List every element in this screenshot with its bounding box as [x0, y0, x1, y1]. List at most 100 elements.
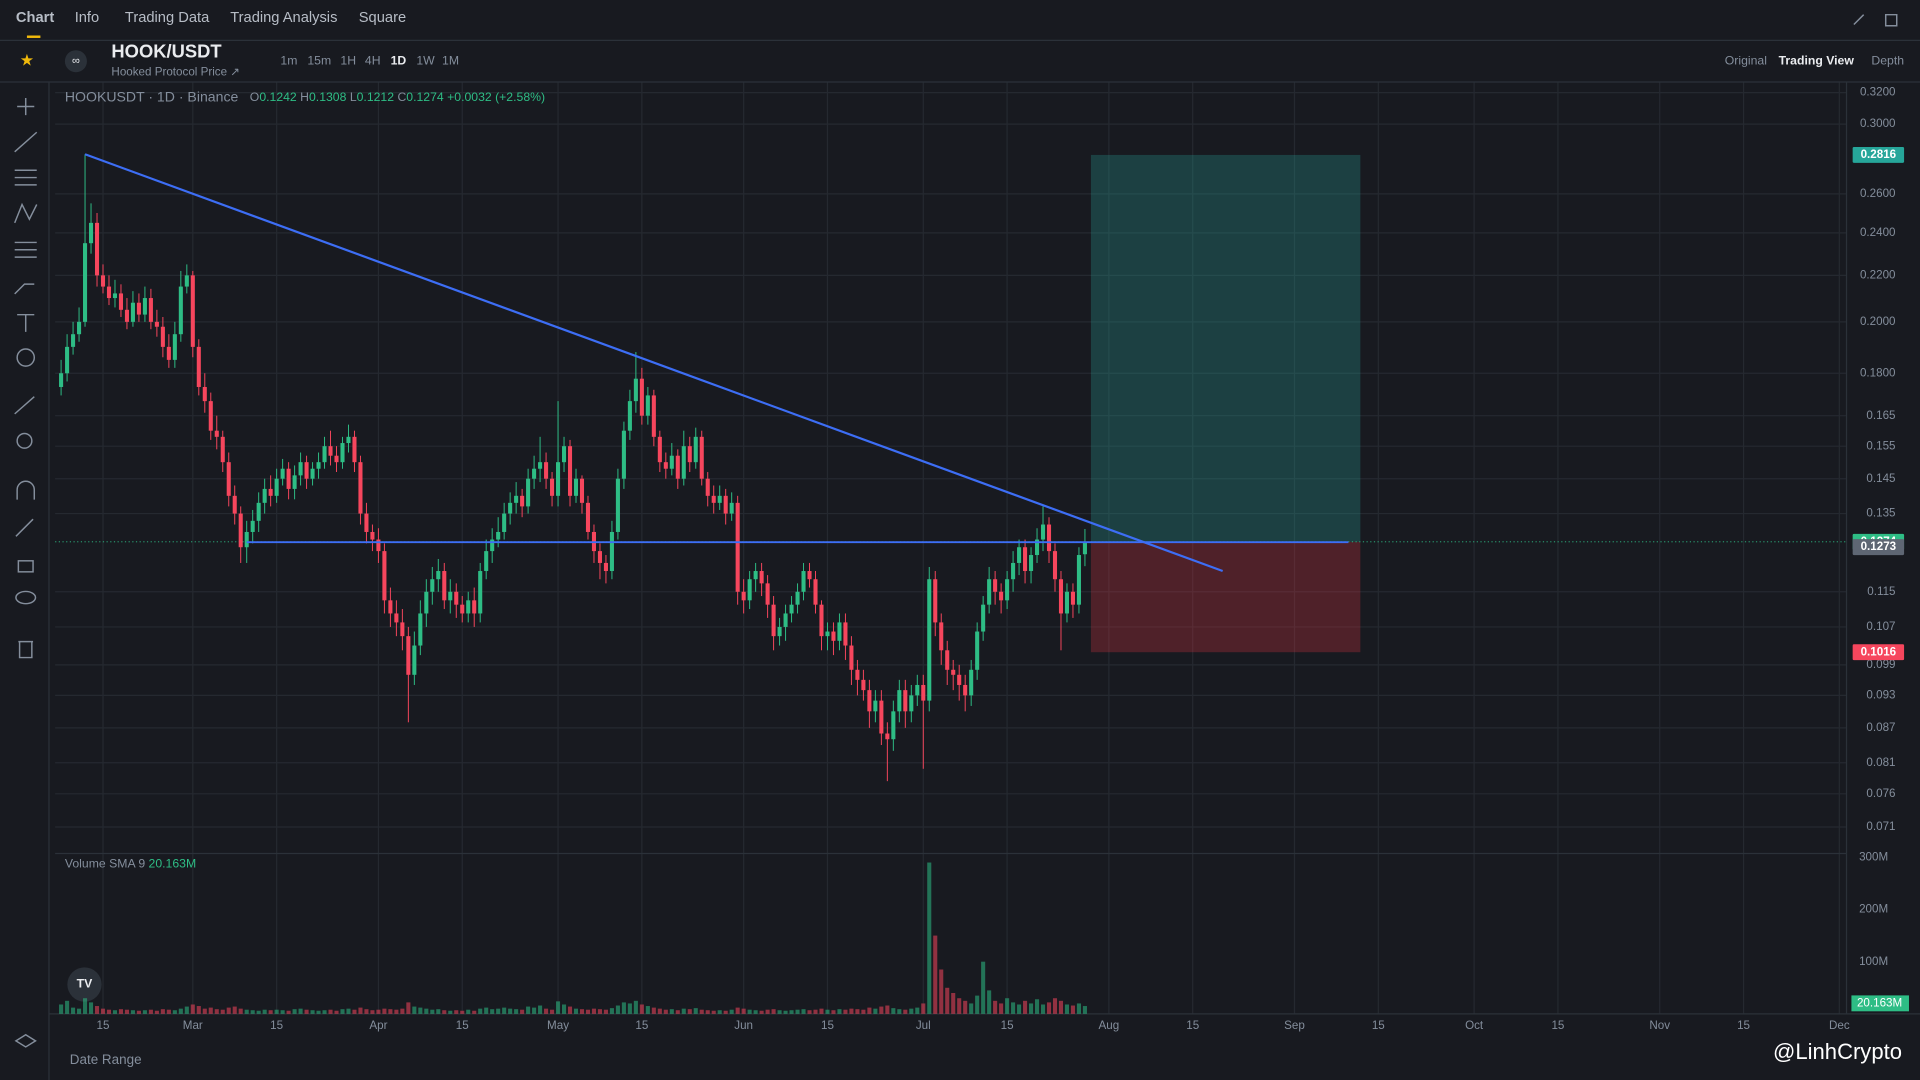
volume-bar [693, 1008, 698, 1014]
interval-button[interactable]: 1M [442, 53, 459, 67]
y-tick-label: 0.155 [1866, 439, 1895, 452]
stay-drawing-tool[interactable] [15, 518, 34, 537]
candle-body [304, 462, 309, 479]
y-tick-label: 0.135 [1866, 507, 1895, 520]
volume-bar [466, 1009, 471, 1014]
volume-bar [1005, 998, 1010, 1014]
volume-bar [59, 1004, 64, 1014]
volume-bar [364, 1009, 369, 1014]
nav-tab[interactable]: Square [359, 10, 406, 26]
volume-bar [160, 1009, 165, 1014]
volume-bar [226, 1007, 231, 1014]
volume-bar [1017, 1004, 1022, 1014]
volume-bar [430, 1009, 435, 1014]
volume-bar [172, 1010, 177, 1014]
window-controls[interactable] [1853, 13, 1898, 27]
x-tick-label: 15 [635, 1019, 648, 1032]
crosshair-tool[interactable] [17, 97, 35, 116]
view-button[interactable]: Original [1725, 53, 1767, 67]
candle-body [358, 462, 363, 514]
pattern-tool[interactable] [14, 202, 38, 224]
volume-bar [484, 1007, 489, 1014]
date-range[interactable]: Date Range [70, 1052, 142, 1067]
view-button[interactable]: Trading View [1779, 53, 1855, 67]
volume-bar [597, 1009, 602, 1014]
pair-subtitle[interactable]: Hooked Protocol Price ↗ [111, 65, 240, 78]
candle-body [873, 700, 878, 712]
volume-bar [777, 1010, 782, 1014]
candle-body [382, 551, 387, 601]
volume-bar [148, 1009, 153, 1014]
fib-tool[interactable] [14, 169, 37, 186]
zoom-tool[interactable] [16, 432, 33, 449]
magnet-tool[interactable] [16, 480, 36, 500]
volume-tick-label: 100M [1859, 955, 1888, 968]
nav-tab[interactable]: Chart [16, 10, 54, 26]
volume-bar [795, 1009, 800, 1014]
candle-body [891, 711, 896, 740]
x-tick-label: 15 [1551, 1019, 1564, 1032]
volume-bar [621, 1002, 626, 1014]
candle-body [627, 401, 632, 431]
candle-body [196, 346, 201, 387]
candle-body [400, 622, 405, 637]
volume-bar [825, 1009, 830, 1014]
candle-body [999, 591, 1004, 601]
lock-tool[interactable] [17, 560, 34, 573]
candle-body [729, 502, 734, 514]
candle-body [759, 571, 764, 584]
interval-button[interactable]: 1H [340, 53, 356, 67]
interval-button[interactable]: 1m [280, 53, 297, 67]
y-tick-label: 0.1800 [1860, 366, 1896, 379]
candle-body [136, 302, 141, 315]
volume-bar [1052, 998, 1058, 1014]
candle-body [328, 446, 333, 456]
layers-button[interactable] [14, 1033, 37, 1048]
candle-body [442, 571, 447, 601]
favorite-star[interactable]: ★ [20, 52, 34, 69]
volume-bar [406, 1002, 411, 1014]
legend-change: +0.0032 (+2.58%) [447, 90, 545, 104]
text-tool[interactable] [17, 313, 35, 332]
volume-bar [388, 1009, 393, 1014]
nav-tab[interactable]: Trading Analysis [230, 10, 337, 26]
volume-bar [897, 1009, 902, 1014]
candle-body [220, 436, 225, 463]
interval-button[interactable]: 1D [391, 53, 407, 67]
view-button[interactable]: Depth [1871, 53, 1904, 67]
volume-bar [340, 1009, 345, 1014]
nav-tab[interactable]: Trading Data [125, 10, 210, 26]
interval-button[interactable]: 1W [416, 53, 435, 67]
volume-bar [130, 1010, 135, 1014]
interval-button[interactable]: 4H [365, 53, 381, 67]
candle-body [250, 520, 255, 532]
ruler-tool[interactable] [14, 396, 35, 415]
ohlc-legend: O0.1242 H0.1308 L0.1212 C0.1274 +0.0032 … [250, 90, 545, 104]
emoji-tool[interactable] [16, 348, 36, 367]
candle-body [1023, 547, 1028, 572]
candle-body [502, 513, 507, 532]
volume-bar [855, 1009, 860, 1014]
brush-tool[interactable] [14, 283, 35, 295]
delete-tool[interactable] [18, 640, 34, 659]
line-tool[interactable] [14, 131, 38, 153]
prediction-tool[interactable] [14, 241, 37, 258]
tv-logo [67, 967, 102, 1002]
volume-bar [675, 1010, 680, 1014]
candle-body [651, 395, 656, 437]
nav-tab[interactable]: Info [75, 10, 100, 26]
volume-bar [208, 1007, 213, 1014]
interval-button[interactable]: 15m [307, 53, 331, 67]
volume-bar [747, 1009, 752, 1014]
candle-body [567, 446, 573, 496]
candle-body [831, 631, 836, 641]
candle-body [556, 462, 561, 496]
volume-bar [77, 1008, 82, 1014]
volume-bar [520, 1009, 525, 1014]
hide-tool[interactable] [15, 590, 37, 605]
candle-body [526, 478, 531, 507]
pair-title[interactable]: HOOK/USDT [111, 40, 222, 61]
x-tick-label: 15 [1186, 1019, 1199, 1032]
candle-body [969, 669, 974, 696]
